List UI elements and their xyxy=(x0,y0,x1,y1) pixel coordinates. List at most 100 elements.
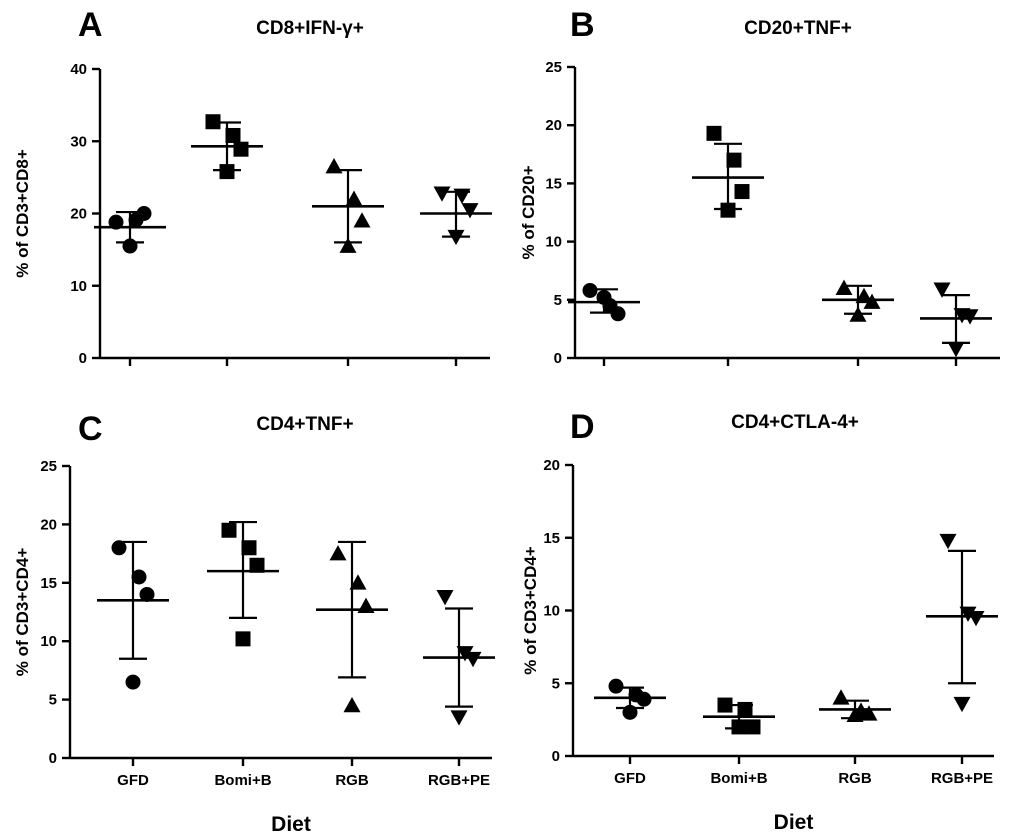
y-tick-label: 5 xyxy=(552,675,560,692)
data-point xyxy=(450,710,468,726)
x-tick-label: RGB+PE xyxy=(428,772,490,789)
data-point xyxy=(846,706,864,723)
data-point xyxy=(608,678,624,694)
y-tick-label: 10 xyxy=(70,278,87,295)
x-axis-label: Diet xyxy=(774,811,814,834)
data-point xyxy=(453,188,471,204)
data-point xyxy=(622,704,638,720)
y-tick-label: 15 xyxy=(543,530,560,547)
y-axis-label: % of CD3+CD8+ xyxy=(13,149,32,278)
panel-letter: C xyxy=(78,410,103,448)
data-point xyxy=(221,522,237,538)
data-point xyxy=(235,631,251,647)
data-point xyxy=(953,696,971,713)
y-tick-label: 15 xyxy=(545,175,562,192)
group-bomi-b xyxy=(703,697,775,735)
x-tick-label: RGB xyxy=(838,770,872,787)
y-tick-label: 20 xyxy=(40,516,57,533)
data-point xyxy=(947,341,965,358)
panel-letter: A xyxy=(78,6,103,44)
y-tick-label: 20 xyxy=(545,117,562,134)
data-point xyxy=(860,705,878,721)
y-tick-label: 25 xyxy=(40,458,57,475)
group-gfd xyxy=(594,678,666,720)
y-tick-label: 10 xyxy=(545,234,562,251)
data-point xyxy=(863,293,881,309)
y-tick-label: 30 xyxy=(70,133,87,150)
data-point xyxy=(233,141,249,157)
group-gfd xyxy=(568,282,640,322)
data-point xyxy=(345,190,363,206)
data-point xyxy=(967,610,985,627)
data-point xyxy=(961,309,979,325)
y-tick-label: 0 xyxy=(49,750,57,767)
panel-d: D CD4+CTLA-4+ 0 5 10 15 20 % of CD3+CD4+ GFD Bomi… xyxy=(521,408,998,834)
data-point xyxy=(745,719,761,735)
y-axis-label: % of CD3+CD4+ xyxy=(13,548,32,677)
data-point xyxy=(959,606,977,622)
data-point xyxy=(349,574,367,590)
group-gfd xyxy=(97,540,169,690)
x-tick-label: Bomi+B xyxy=(710,770,767,787)
y-tick-label: 10 xyxy=(543,603,560,620)
y-tick-label: 5 xyxy=(554,292,562,309)
x-tick-label: RGB xyxy=(335,772,369,789)
group-rgb xyxy=(312,158,384,253)
x-tick-label: Bomi+B xyxy=(214,772,271,789)
data-point xyxy=(136,206,152,221)
data-point xyxy=(717,697,733,713)
group-rgb xyxy=(819,689,891,723)
data-point xyxy=(343,696,361,713)
panel-letter: B xyxy=(570,6,595,44)
data-point xyxy=(734,184,750,200)
panel-a: A CD8+IFN-γ+ 0 10 20 30 40 % of CD3+CD8+ xyxy=(13,6,492,367)
group-rgb xyxy=(316,540,388,713)
group-bomi-b xyxy=(692,125,764,218)
data-point xyxy=(108,214,124,230)
panel-b: B CD20+TNF+ 0 5 10 15 20 25 % of CD20+ xyxy=(519,6,1000,367)
data-point xyxy=(939,533,957,550)
data-point xyxy=(219,164,235,180)
data-point xyxy=(731,719,747,735)
data-point xyxy=(436,590,454,606)
data-point xyxy=(329,545,347,561)
panel-title: CD20+TNF+ xyxy=(744,18,852,39)
y-axis-label: % of CD20+ xyxy=(519,165,538,259)
x-tick-label: GFD xyxy=(117,772,149,789)
data-point xyxy=(447,229,465,246)
y-axis-label: % of CD3+CD4+ xyxy=(521,546,540,675)
data-point xyxy=(353,212,371,228)
data-point xyxy=(357,597,375,613)
y-tick-label: 0 xyxy=(554,350,562,367)
data-point xyxy=(339,237,357,253)
data-point xyxy=(726,152,742,168)
group-rgb-pe xyxy=(920,282,992,358)
panel-title: CD4+TNF+ xyxy=(256,414,353,435)
panel-letter: D xyxy=(570,408,595,446)
data-point xyxy=(849,306,867,322)
y-tick-label: 20 xyxy=(70,206,87,223)
panel-title: CD8+IFN-γ+ xyxy=(256,18,364,39)
data-point xyxy=(456,646,474,662)
data-point xyxy=(249,557,265,573)
data-point xyxy=(205,114,221,130)
data-point xyxy=(835,279,853,295)
data-point xyxy=(933,282,951,298)
y-tick-label: 20 xyxy=(543,457,560,474)
group-rgb xyxy=(822,279,894,322)
y-tick-label: 5 xyxy=(49,692,57,709)
group-bomi-b xyxy=(191,114,263,180)
panel-c: C CD4+TNF+ 0 5 10 15 20 25 % of CD3+CD4+ GFD Bomi+… xyxy=(13,410,495,836)
data-point xyxy=(241,540,257,556)
data-point xyxy=(582,282,598,298)
data-point xyxy=(636,691,652,707)
y-tick-label: 0 xyxy=(79,350,87,367)
data-point xyxy=(125,674,141,690)
data-point xyxy=(706,125,722,141)
data-point xyxy=(464,651,482,668)
y-tick-label: 0 xyxy=(552,748,560,765)
data-point xyxy=(832,689,850,705)
x-tick-label: GFD xyxy=(614,770,646,787)
data-point xyxy=(433,186,451,202)
